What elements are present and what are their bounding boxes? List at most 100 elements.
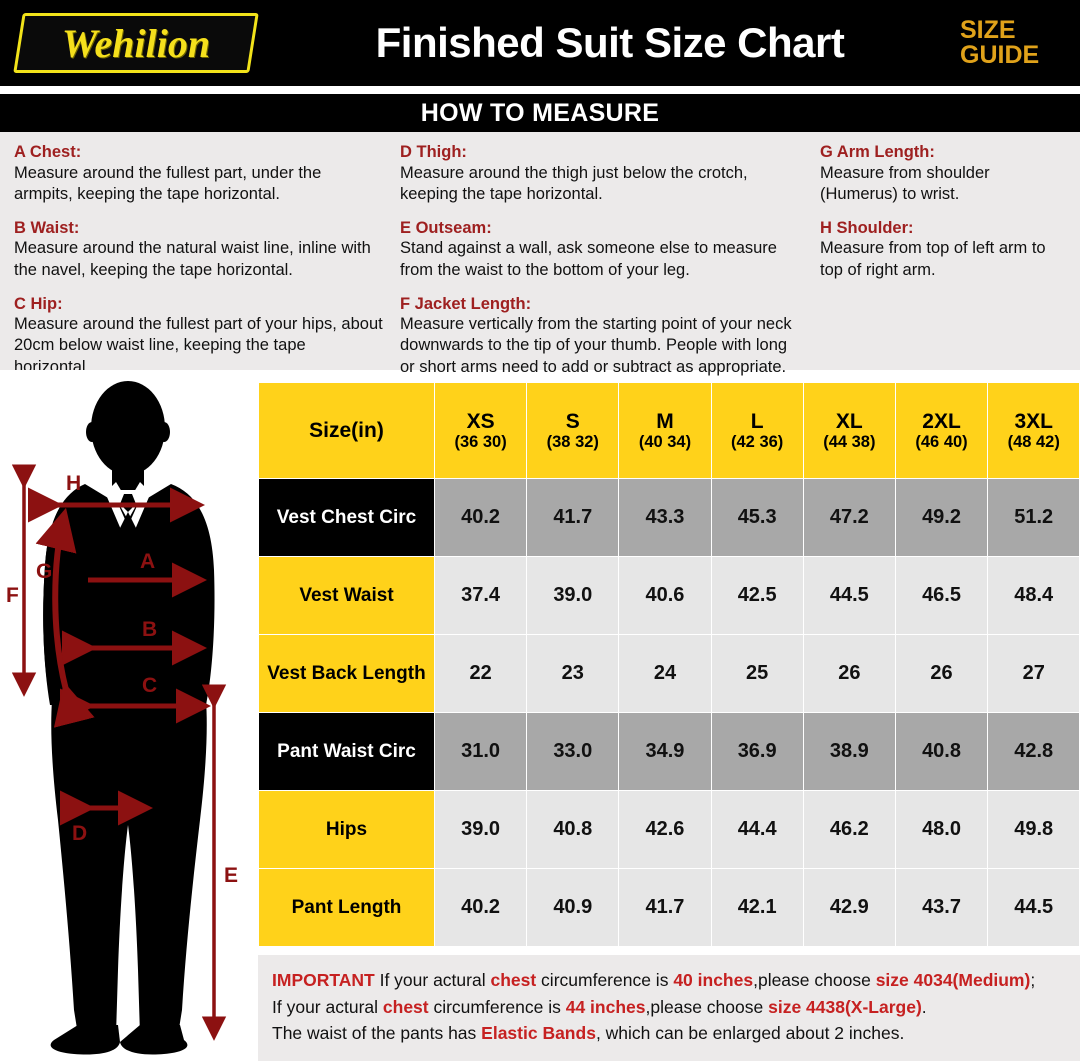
cell: 31.0 [433, 712, 528, 791]
measure-column-1: A Chest: Measure around the fullest part… [0, 142, 392, 376]
cell: 49.8 [987, 790, 1080, 869]
top-banner: Wehilion Finished Suit Size Chart SIZE G… [0, 0, 1080, 86]
cell: 43.7 [894, 868, 989, 947]
measure-body: Measure around the fullest part, under t… [14, 163, 322, 203]
cell: 26 [894, 634, 989, 713]
cell: 47.2 [802, 478, 896, 557]
header-size-2xl: 2XL (46 40) [894, 382, 989, 479]
suit-silhouette-illustration: H A B C D E F G [0, 370, 258, 1061]
measure-item-waist: B Waist: Measure around the natural wais… [14, 218, 384, 281]
table-row: Vest Chest Circ 40.2 41.7 43.3 45.3 47.2… [258, 478, 1080, 557]
cell: 44.5 [802, 556, 896, 635]
header-size-s: S (38 32) [526, 382, 620, 479]
cell: 51.2 [987, 478, 1080, 557]
cell: 33.0 [526, 712, 620, 791]
table-note-divider [258, 947, 1080, 955]
row-label-hips: Hips [258, 790, 435, 869]
how-to-measure-bar: HOW TO MEASURE [0, 94, 1080, 132]
measure-item-arm-length: G Arm Length: Measure from shoulder (Hum… [820, 142, 1072, 205]
row-label-pant-waist-circ: Pant Waist Circ [258, 712, 435, 791]
cell: 36.9 [710, 712, 804, 791]
arrow-label-B: B [142, 618, 157, 641]
size-name: 3XL [1014, 409, 1053, 433]
size-name: XL [835, 409, 863, 433]
note-text: . [921, 996, 927, 1017]
cell: 46.5 [894, 556, 989, 635]
measure-item-hip: C Hip: Measure around the fullest part o… [14, 294, 384, 378]
cell: 23 [526, 634, 620, 713]
header-size-3xl: 3XL (48 42) [987, 382, 1080, 479]
table-header-row: Size(in) XS (36 30) S (38 32) M (40 34) [258, 382, 1080, 479]
page-title: Finished Suit Size Chart [375, 19, 845, 66]
measure-body: Measure around the thigh just below the … [400, 163, 748, 203]
cell: 40.2 [433, 478, 528, 557]
cell: 42.9 [802, 868, 896, 947]
cell: 37.4 [433, 556, 528, 635]
size-range: (36 30) [454, 433, 507, 452]
cell: 44.4 [710, 790, 804, 869]
cell: 27 [987, 634, 1080, 713]
size-table: Size(in) XS (36 30) S (38 32) M (40 34) [258, 382, 1080, 947]
cell: 40.6 [618, 556, 712, 635]
cell: 48.0 [894, 790, 989, 869]
cell: 42.5 [710, 556, 804, 635]
cell: 39.0 [433, 790, 528, 869]
cell: 48.4 [987, 556, 1080, 635]
note-text: ; [1030, 970, 1036, 990]
measure-head: F Jacket Length: [400, 294, 532, 313]
cell: 25 [710, 634, 804, 713]
cell: 40.8 [526, 790, 620, 869]
cell: 45.3 [710, 478, 804, 557]
cell: 38.9 [802, 712, 896, 791]
measure-item-jacket-length: F Jacket Length: Measure vertically from… [400, 294, 804, 378]
measure-instructions: A Chest: Measure around the fullest part… [0, 132, 1080, 376]
measure-item-shoulder: H Shoulder: Measure from top of left arm… [820, 218, 1072, 281]
note-text: circumference is [536, 970, 674, 990]
measure-head: G Arm Length: [820, 143, 935, 161]
row-label-vest-back-length: Vest Back Length [258, 634, 435, 713]
measure-head: H Shoulder: [820, 218, 914, 237]
size-guide-line-2: GUIDE [960, 41, 1040, 69]
cell: 42.1 [710, 868, 804, 947]
size-table-head: Size(in) XS (36 30) S (38 32) M (40 34) [258, 382, 1080, 479]
note-line-2: If your actural chest circumference is 4… [272, 994, 1070, 1021]
arrow-label-D: D [72, 822, 87, 845]
measure-head: B Waist: [14, 218, 80, 237]
arrow-label-F: F [6, 584, 19, 607]
cell: 43.3 [618, 478, 712, 557]
size-name: 2XL [922, 409, 961, 433]
size-name: S [565, 409, 580, 433]
size-table-body: Vest Chest Circ 40.2 41.7 43.3 45.3 47.2… [258, 478, 1080, 947]
size-range: (40 34) [638, 433, 692, 452]
row-label-vest-chest-circ: Vest Chest Circ [258, 478, 435, 557]
size-name: M [656, 409, 674, 433]
note-text: ,please choose [753, 970, 876, 990]
measure-body: Measure from top of left arm to top of r… [820, 239, 1046, 279]
note-inches-value: 44 inches [565, 996, 646, 1017]
cell: 42.8 [987, 712, 1080, 791]
table-row: Hips 39.0 40.8 42.6 44.4 46.2 48.0 49.8 [258, 790, 1080, 869]
cell: 49.2 [894, 478, 989, 557]
arrow-label-C: C [142, 674, 157, 697]
measure-item-thigh: D Thigh: Measure around the thigh just b… [400, 142, 804, 205]
cell: 40.9 [526, 868, 620, 947]
row-label-pant-length: Pant Length [258, 868, 435, 947]
note-size-recommendation: size 4034(Medium) [875, 970, 1031, 990]
note-line-3: The waist of the pants has Elastic Bands… [272, 1020, 1070, 1047]
arrow-label-E: E [224, 864, 238, 887]
note-text: ,please choose [645, 996, 769, 1017]
cell: 41.7 [618, 868, 712, 947]
measure-item-outseam: E Outseam: Stand against a wall, ask som… [400, 218, 804, 281]
measure-item-chest: A Chest: Measure around the fullest part… [14, 142, 384, 205]
table-row: Vest Waist 37.4 39.0 40.6 42.5 44.5 46.5… [258, 556, 1080, 635]
important-note: IMPORTANT If your actural chest circumfe… [258, 955, 1080, 1061]
size-range: (42 36) [731, 433, 784, 452]
cell: 24 [618, 634, 712, 713]
measure-body: Measure around the fullest part of your … [14, 315, 383, 376]
size-range: (46 40) [915, 433, 968, 452]
logo-text: Wehilion [61, 20, 211, 66]
size-table-container: Size(in) XS (36 30) S (38 32) M (40 34) [258, 382, 1080, 947]
arrow-label-H: H [66, 472, 81, 495]
measure-head: D Thigh: [400, 143, 467, 161]
